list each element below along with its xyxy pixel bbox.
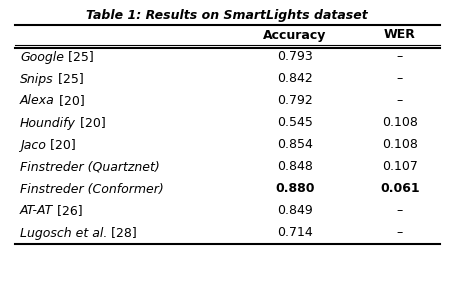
Text: WER: WER [384, 29, 416, 42]
Text: 0.842: 0.842 [277, 72, 313, 85]
Text: Google: Google [20, 50, 64, 64]
Text: Jaco: Jaco [20, 139, 46, 151]
Text: 0.108: 0.108 [382, 139, 418, 151]
Text: 0.849: 0.849 [277, 205, 313, 217]
Text: Alexa: Alexa [20, 95, 55, 108]
Text: –: – [397, 205, 403, 217]
Text: Finstreder (Conformer): Finstreder (Conformer) [20, 182, 164, 195]
Text: Houndify: Houndify [20, 116, 76, 130]
Text: [28]: [28] [108, 226, 137, 240]
Text: –: – [397, 50, 403, 64]
Text: Lugosch et al.: Lugosch et al. [20, 226, 108, 240]
Text: 0.792: 0.792 [277, 95, 313, 108]
Text: [26]: [26] [53, 205, 83, 217]
Text: –: – [397, 72, 403, 85]
Text: –: – [397, 95, 403, 108]
Text: –: – [397, 226, 403, 240]
Text: 0.848: 0.848 [277, 161, 313, 174]
Text: 0.854: 0.854 [277, 139, 313, 151]
Text: Finstreder (Quartznet): Finstreder (Quartznet) [20, 161, 160, 174]
Text: 0.880: 0.880 [275, 182, 315, 195]
Text: [25]: [25] [54, 72, 84, 85]
Text: 0.545: 0.545 [277, 116, 313, 130]
Text: 0.793: 0.793 [277, 50, 313, 64]
Text: Table 1: Results on SmartLights dataset: Table 1: Results on SmartLights dataset [86, 9, 368, 22]
Text: [20]: [20] [76, 116, 106, 130]
Text: [20]: [20] [46, 139, 76, 151]
Text: 0.714: 0.714 [277, 226, 313, 240]
Text: Accuracy: Accuracy [263, 29, 327, 42]
Text: 0.108: 0.108 [382, 116, 418, 130]
Text: 0.107: 0.107 [382, 161, 418, 174]
Text: 0.061: 0.061 [380, 182, 420, 195]
Text: AT-AT: AT-AT [20, 205, 53, 217]
Text: [25]: [25] [64, 50, 94, 64]
Text: [20]: [20] [55, 95, 84, 108]
Text: Snips: Snips [20, 72, 54, 85]
